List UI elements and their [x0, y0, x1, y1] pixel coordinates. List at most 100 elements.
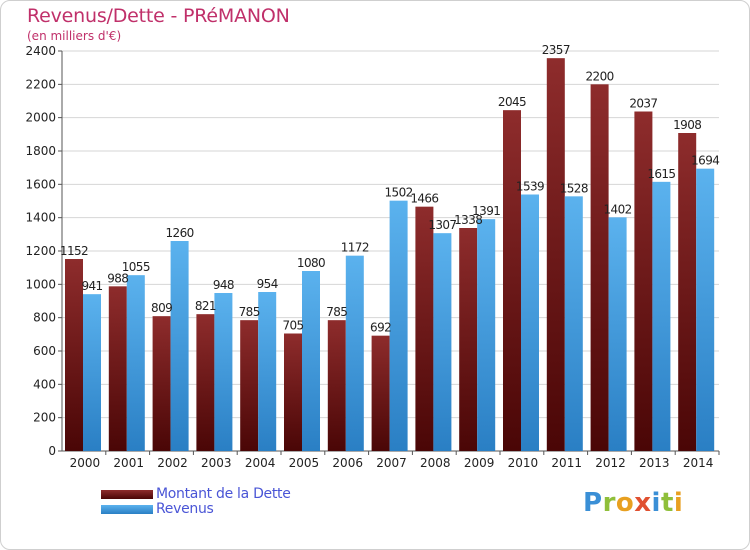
bar-revenus	[83, 294, 101, 451]
legend-swatch-revenus	[101, 505, 153, 514]
bar-dette	[678, 133, 697, 451]
y-tick-label: 1400	[25, 211, 56, 225]
logo-letter: r	[602, 488, 616, 518]
y-tick-label: 1800	[25, 144, 56, 158]
bar-dette	[152, 316, 171, 451]
data-label-dette: 1338	[454, 213, 482, 227]
x-tick-label: 2006	[332, 456, 363, 470]
legend-label-revenus: Revenus	[156, 501, 214, 517]
x-tick-label: 2002	[157, 456, 188, 470]
bar-dette	[327, 320, 346, 451]
proxiti-logo: Proxiti	[583, 488, 683, 518]
bar-revenus	[214, 293, 233, 451]
y-tick-label: 1000	[25, 277, 56, 291]
x-tick-label: 2001	[113, 456, 144, 470]
data-label-dette: 1152	[60, 244, 88, 258]
bar-revenus	[389, 200, 408, 451]
bar-revenus	[302, 271, 320, 451]
logo-letter: i	[651, 488, 661, 518]
data-label-dette: 785	[326, 305, 347, 319]
bar-dette	[65, 259, 83, 451]
data-label-revenus: 1694	[691, 154, 719, 168]
y-tick-label: 200	[33, 411, 56, 425]
bar-dette	[590, 84, 609, 451]
bar-dette	[459, 228, 478, 451]
bar-revenus	[477, 219, 496, 451]
x-tick-label: 2000	[70, 456, 101, 470]
x-tick-label: 2012	[595, 456, 626, 470]
data-label-revenus: 1502	[385, 186, 413, 200]
data-label-revenus: 1260	[166, 226, 194, 240]
data-label-revenus: 1055	[122, 260, 150, 274]
data-label-dette: 821	[195, 299, 216, 313]
bar-revenus	[521, 194, 539, 451]
data-label-revenus: 1539	[516, 180, 544, 194]
x-tick-label: 2013	[639, 456, 670, 470]
y-tick-label: 400	[33, 377, 56, 391]
data-label-revenus: 954	[257, 277, 278, 291]
logo-letter: x	[634, 488, 652, 518]
data-label-dette: 2045	[498, 95, 526, 109]
logo-letter: o	[615, 488, 635, 518]
bar-dette	[240, 320, 259, 451]
data-label-revenus: 948	[213, 278, 234, 292]
y-tick-label: 2200	[25, 77, 56, 91]
x-tick-label: 2004	[245, 456, 276, 470]
legend-label-dette: Montant de la Dette	[156, 486, 291, 502]
bar-revenus	[608, 217, 627, 451]
data-label-dette: 692	[370, 321, 391, 335]
bar-dette	[634, 111, 653, 451]
bar-revenus	[170, 241, 189, 451]
bar-revenus	[433, 233, 452, 451]
data-label-revenus: 1615	[647, 167, 675, 181]
data-label-dette: 1466	[410, 192, 438, 206]
data-label-dette: 988	[107, 271, 128, 285]
data-label-dette: 809	[151, 301, 172, 315]
bar-dette	[108, 286, 127, 451]
data-label-revenus: 1528	[560, 181, 588, 195]
bar-dette	[196, 314, 215, 451]
data-label-dette: 2200	[586, 69, 614, 83]
data-label-revenus: 1080	[297, 256, 325, 270]
x-tick-label: 2009	[464, 456, 495, 470]
data-label-dette: 785	[239, 305, 260, 319]
y-tick-label: 600	[33, 344, 56, 358]
x-tick-label: 2003	[201, 456, 232, 470]
y-tick-label: 0	[48, 444, 56, 458]
data-label-dette: 2357	[542, 43, 570, 57]
y-tick-label: 2400	[25, 44, 56, 58]
y-tick-label: 800	[33, 311, 56, 325]
x-tick-label: 2010	[508, 456, 539, 470]
x-tick-label: 2007	[376, 456, 407, 470]
y-tick-label: 2000	[25, 111, 56, 125]
logo-letter: P	[583, 488, 603, 518]
bar-dette	[503, 110, 521, 452]
data-label-revenus: 1307	[428, 218, 456, 232]
x-tick-label: 2008	[420, 456, 451, 470]
data-label-dette: 705	[282, 319, 303, 333]
data-label-revenus: 941	[81, 279, 102, 293]
bar-revenus	[564, 196, 583, 451]
bar-revenus	[652, 181, 671, 452]
chart-title: Revenus/Dette - PRéMANON	[27, 5, 290, 27]
bar-revenus	[258, 292, 277, 451]
bar-revenus	[696, 168, 715, 451]
logo-letter: i	[673, 488, 684, 518]
data-label-revenus: 1172	[341, 241, 369, 255]
bar-revenus	[126, 275, 145, 451]
data-label-revenus: 1391	[472, 204, 500, 218]
data-label-revenus: 1402	[604, 202, 632, 216]
bar-dette	[546, 58, 565, 452]
x-tick-label: 2005	[289, 456, 320, 470]
bar-dette	[284, 333, 302, 451]
bar-dette	[371, 335, 390, 451]
data-label-dette: 2037	[629, 97, 657, 111]
data-label-dette: 1908	[673, 118, 701, 132]
x-tick-label: 2011	[551, 456, 582, 470]
bars	[65, 58, 715, 452]
legend-swatch-dette	[101, 490, 153, 499]
x-tick-label: 2014	[683, 456, 714, 470]
